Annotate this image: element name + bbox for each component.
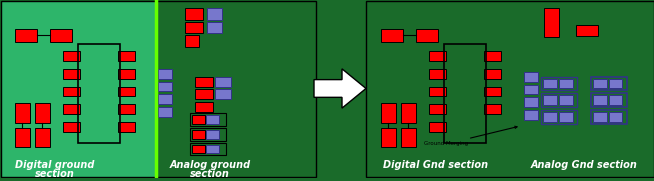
Bar — [185, 8, 203, 20]
Bar — [118, 104, 135, 114]
Bar — [35, 103, 50, 123]
Bar — [543, 79, 557, 89]
Bar — [158, 82, 172, 91]
Text: Digital ground: Digital ground — [15, 160, 95, 170]
Bar — [593, 112, 607, 122]
Bar — [484, 104, 501, 114]
Bar — [429, 51, 446, 61]
Bar — [206, 115, 219, 124]
Bar — [429, 69, 446, 79]
Bar — [559, 95, 573, 105]
Bar — [381, 128, 396, 148]
Bar — [118, 69, 135, 79]
Bar — [609, 95, 622, 105]
Bar — [524, 110, 538, 120]
Bar — [118, 122, 135, 132]
Bar — [206, 144, 219, 153]
Bar — [429, 122, 446, 132]
Bar — [444, 44, 486, 143]
Bar — [416, 30, 438, 42]
Bar — [524, 72, 538, 82]
Bar — [401, 128, 416, 148]
Bar — [593, 95, 607, 105]
Bar — [543, 112, 557, 122]
Bar — [15, 128, 30, 148]
Bar — [195, 102, 213, 112]
Bar — [429, 87, 446, 96]
Bar — [593, 79, 607, 89]
Bar — [15, 30, 37, 42]
Bar — [576, 25, 598, 36]
Bar — [15, 103, 30, 123]
Bar — [591, 93, 627, 107]
Bar — [118, 51, 135, 61]
Bar — [158, 107, 172, 117]
Text: section: section — [190, 169, 230, 179]
Bar — [35, 128, 50, 148]
Bar — [366, 1, 654, 177]
Bar — [381, 103, 396, 123]
Bar — [381, 30, 403, 42]
Bar — [401, 103, 416, 123]
Bar — [190, 113, 226, 126]
Bar — [158, 94, 172, 104]
Bar — [1, 1, 316, 177]
Bar — [185, 22, 203, 33]
Bar — [521, 69, 654, 177]
Bar — [559, 79, 573, 89]
Bar — [190, 128, 226, 141]
Bar — [484, 69, 501, 79]
Bar — [215, 89, 231, 99]
Bar — [524, 85, 538, 94]
Bar — [195, 77, 213, 87]
Text: Ground Merging: Ground Merging — [424, 126, 517, 146]
Bar — [215, 77, 231, 87]
Bar — [609, 112, 622, 122]
Bar — [609, 79, 622, 89]
Bar — [429, 104, 446, 114]
Bar — [156, 1, 316, 177]
Bar — [541, 93, 577, 107]
Bar — [524, 97, 538, 107]
Bar — [207, 8, 222, 20]
Bar — [206, 130, 219, 139]
Text: Analog ground: Analog ground — [169, 160, 250, 170]
Bar — [543, 95, 557, 105]
Bar — [158, 69, 172, 79]
Bar — [63, 51, 80, 61]
Bar — [118, 87, 135, 96]
Bar — [63, 87, 80, 96]
Bar — [366, 1, 654, 177]
Bar — [541, 77, 577, 90]
Bar — [484, 87, 501, 96]
Bar — [185, 35, 199, 47]
Bar — [559, 112, 573, 122]
Bar — [63, 69, 80, 79]
Bar — [63, 104, 80, 114]
Bar — [50, 30, 72, 42]
Bar — [192, 130, 205, 139]
Bar — [541, 110, 577, 124]
Bar — [484, 51, 501, 61]
Bar — [63, 122, 80, 132]
Bar — [1, 1, 156, 177]
Bar — [591, 110, 627, 124]
Bar — [195, 89, 213, 99]
Text: Digital Gnd section: Digital Gnd section — [383, 160, 489, 170]
Bar — [190, 143, 226, 155]
Text: Analog Gnd section: Analog Gnd section — [530, 160, 638, 170]
Bar — [591, 77, 627, 90]
Bar — [78, 44, 120, 143]
Text: section: section — [35, 169, 75, 179]
Bar — [544, 8, 559, 37]
Bar — [192, 115, 205, 124]
Polygon shape — [314, 69, 366, 108]
Bar — [192, 144, 205, 153]
Bar — [207, 22, 222, 33]
